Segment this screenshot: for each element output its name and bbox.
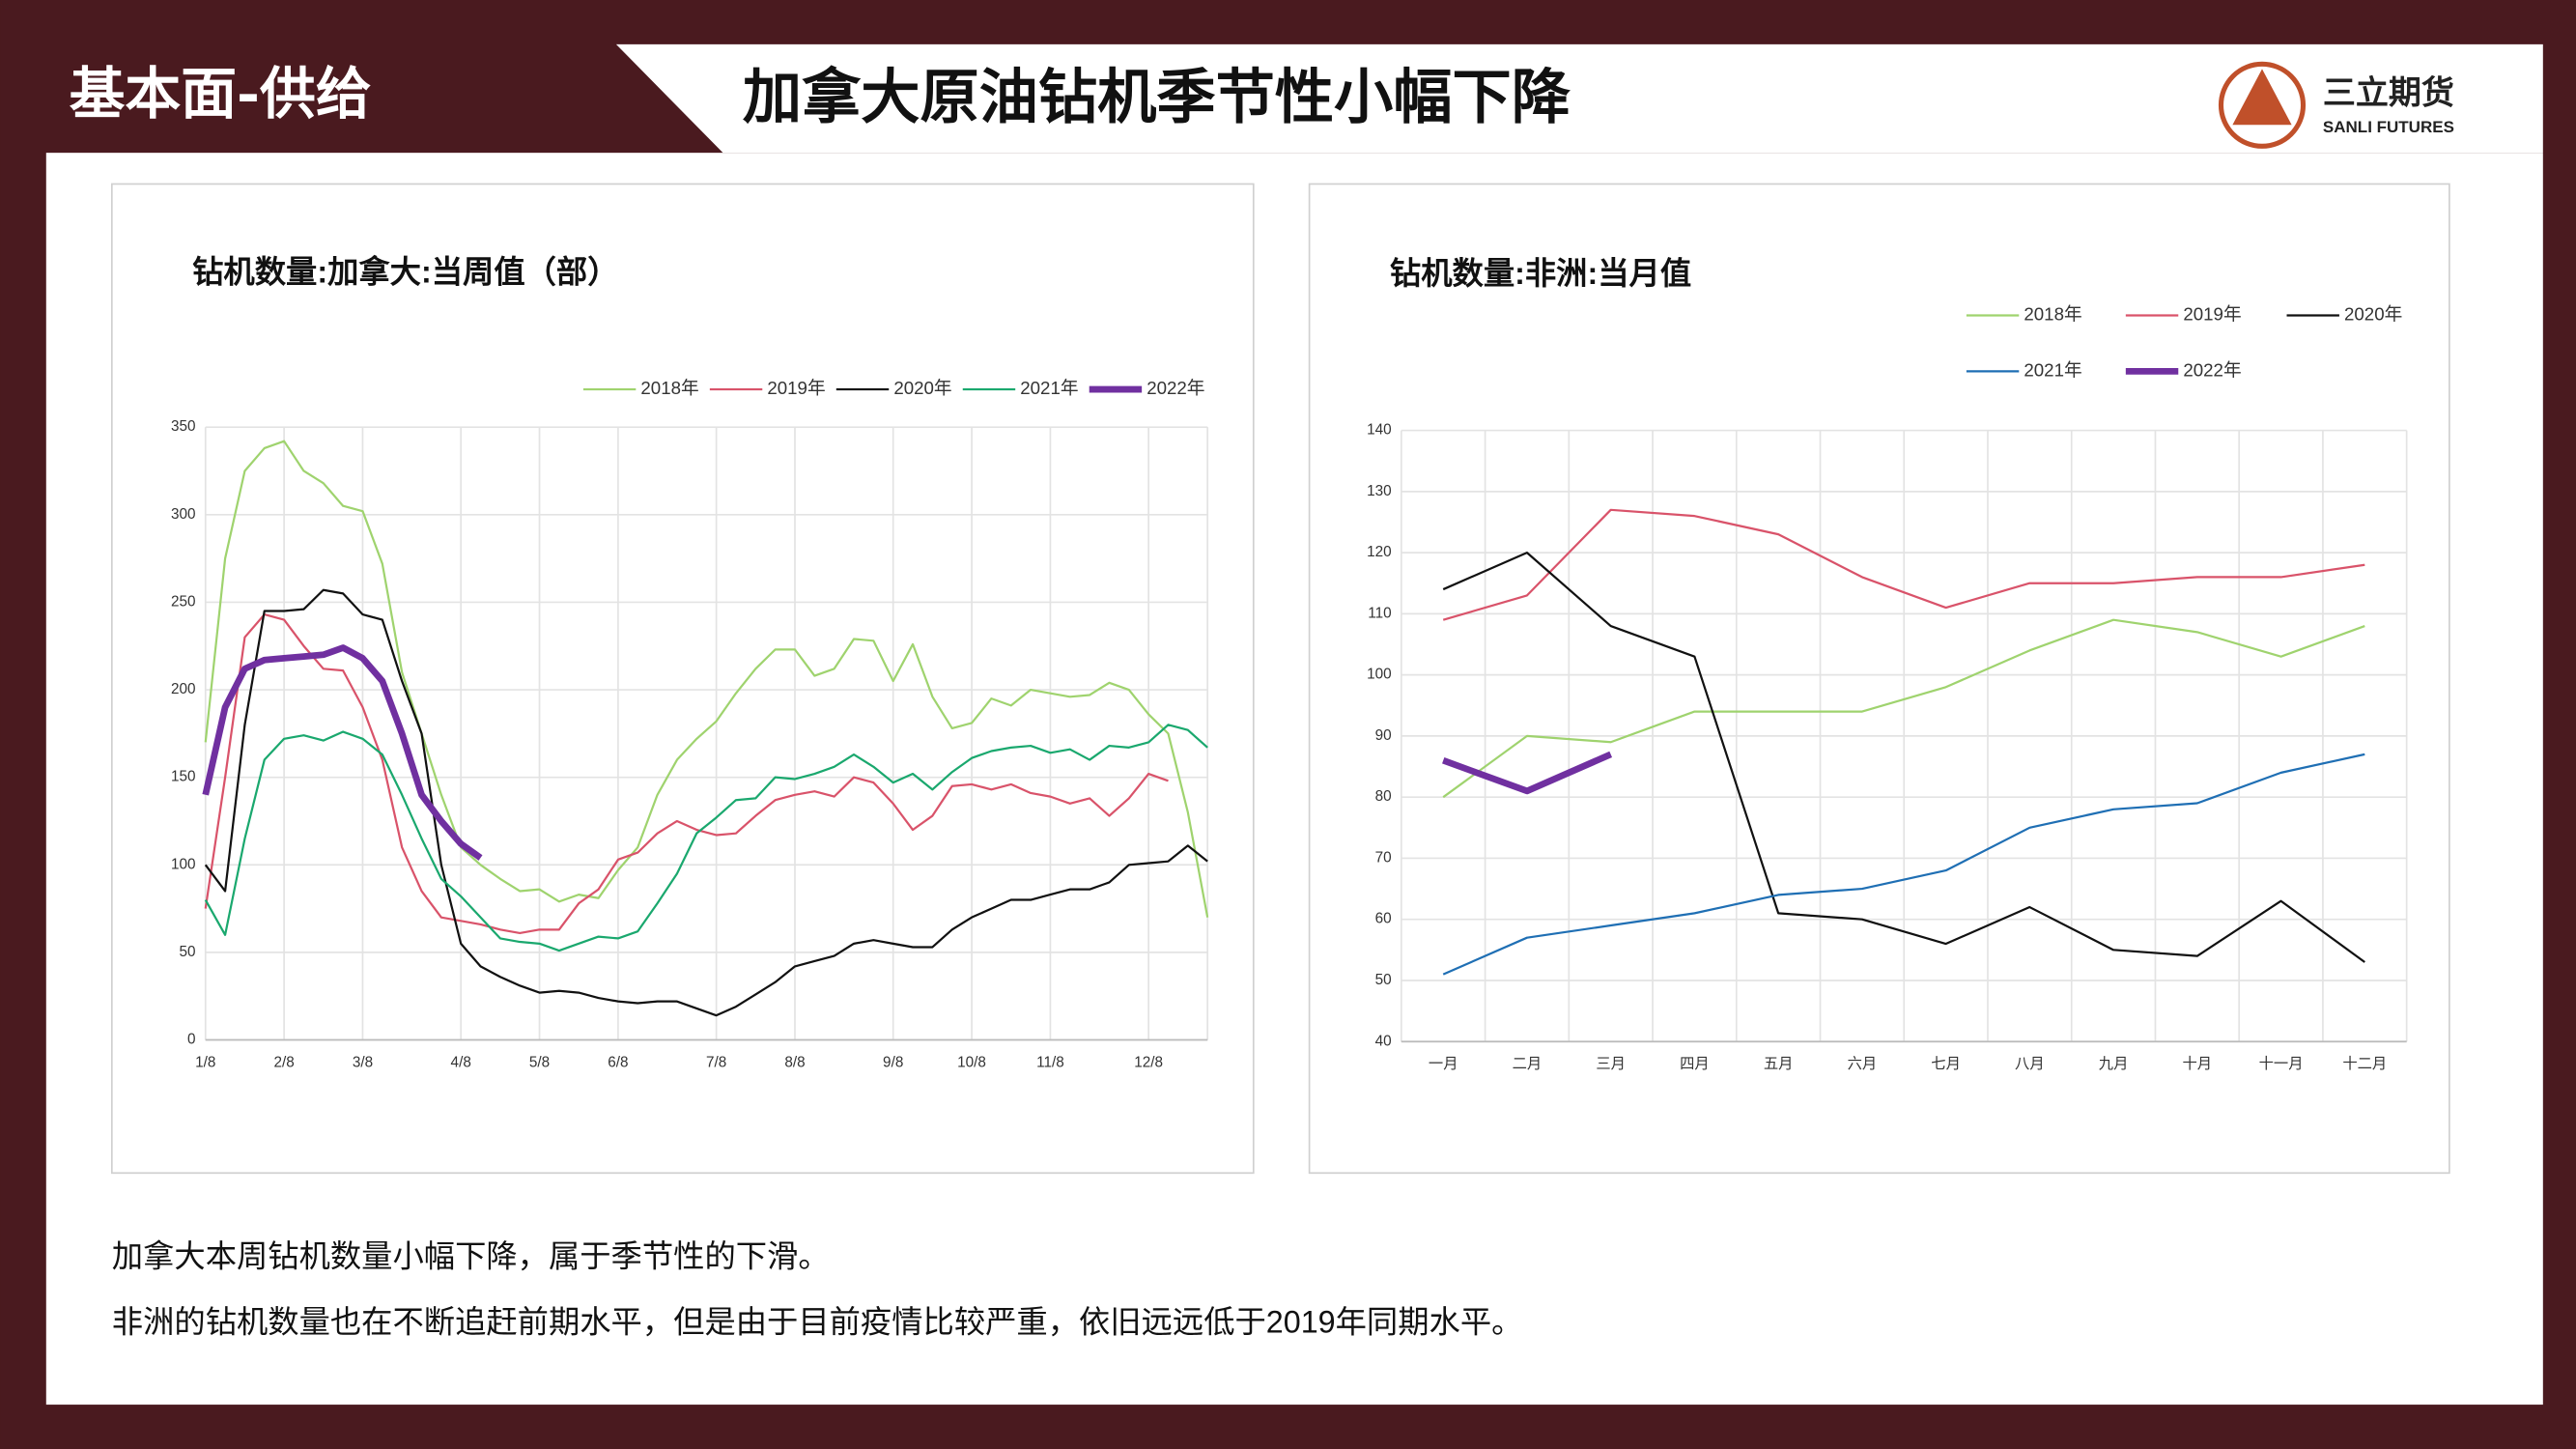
y-tick-label: 40: [1375, 1033, 1392, 1049]
x-tick-label: 4/8: [451, 1054, 471, 1070]
series-line: [204, 440, 1209, 918]
y-tick-label: 70: [1375, 849, 1392, 866]
series-line: [1442, 552, 2365, 963]
legend-label: 2019年: [767, 378, 825, 398]
y-tick-label: 0: [187, 1032, 196, 1048]
legend-label: 2021年: [2024, 359, 2081, 380]
logo-sub: SANLI FUTURES: [2323, 118, 2454, 136]
y-tick-label: 300: [171, 506, 196, 523]
x-tick-label: 7/8: [706, 1054, 726, 1070]
x-tick-label: 2/8: [273, 1054, 294, 1070]
series-line: [202, 644, 483, 861]
y-tick-label: 100: [171, 856, 196, 872]
series-line: [204, 588, 1208, 1017]
logo-ring: [2218, 61, 2307, 149]
y-tick-label: 100: [1367, 667, 1392, 683]
x-tick-label: 三月: [1596, 1056, 1626, 1072]
legend-label: 2021年: [1020, 378, 1078, 398]
y-tick-label: 130: [1367, 483, 1392, 499]
logo: 三立期货 SANLI FUTURES: [2218, 61, 2454, 149]
y-tick-label: 250: [171, 593, 196, 610]
legend-label: 2020年: [893, 378, 951, 398]
x-tick-label: 七月: [1931, 1056, 1961, 1072]
x-tick-label: 12/8: [1134, 1054, 1163, 1070]
x-tick-label: 一月: [1429, 1056, 1458, 1072]
series-line: [1442, 753, 2365, 976]
x-tick-label: 1/8: [195, 1054, 215, 1070]
x-tick-label: 9/8: [883, 1054, 903, 1070]
x-tick-label: 5/8: [529, 1054, 550, 1070]
x-tick-label: 二月: [1513, 1056, 1543, 1072]
chart-title: 钻机数量:非洲:当月值: [1390, 256, 1691, 291]
x-tick-label: 8/8: [784, 1054, 805, 1070]
y-tick-label: 110: [1368, 605, 1391, 621]
logo-name: 三立期货: [2323, 75, 2454, 112]
x-tick-label: 九月: [2099, 1056, 2129, 1072]
chart-frame: [1308, 183, 2450, 1175]
chart-title: 钻机数量:加拿大:当周值（部）: [192, 255, 618, 290]
legend-label: 2022年: [2183, 359, 2241, 380]
x-tick-label: 四月: [1680, 1056, 1710, 1072]
legend-label: 2018年: [2024, 303, 2081, 324]
legend-label: 2022年: [1146, 378, 1204, 398]
x-tick-label: 十一月: [2259, 1056, 2304, 1072]
x-tick-label: 十二月: [2342, 1056, 2387, 1072]
x-tick-label: 3/8: [353, 1054, 373, 1070]
series-line: [1442, 751, 1613, 795]
series-line: [204, 612, 1169, 935]
y-tick-label: 120: [1367, 544, 1392, 560]
x-tick-label: 11/8: [1036, 1054, 1064, 1070]
note: 加拿大本周钻机数量小幅下降，属于季节性的下滑。: [112, 1238, 830, 1273]
x-tick-label: 五月: [1764, 1056, 1794, 1072]
logo-mountain: [2232, 69, 2292, 126]
y-tick-label: 50: [180, 944, 196, 960]
x-tick-label: 6/8: [608, 1054, 628, 1070]
y-tick-label: 150: [171, 769, 196, 785]
chart-frame: [110, 183, 1255, 1175]
slide-title: 加拿大原油钻机季节性小幅下降: [743, 63, 1571, 131]
x-tick-label: 八月: [2015, 1056, 2045, 1072]
series-line: [204, 724, 1208, 952]
y-tick-label: 90: [1375, 727, 1392, 744]
y-tick-label: 200: [171, 681, 196, 697]
series-line: [1442, 618, 2365, 799]
legend-label: 2018年: [640, 378, 698, 398]
x-tick-label: 10/8: [957, 1054, 986, 1070]
legend-label: 2020年: [2344, 303, 2402, 324]
section-label: 基本面-供给: [70, 61, 372, 127]
y-tick-label: 350: [171, 418, 196, 435]
x-tick-label: 六月: [1848, 1056, 1878, 1072]
y-tick-label: 80: [1375, 788, 1392, 805]
title-band: [615, 43, 2543, 154]
y-tick-label: 60: [1375, 911, 1392, 927]
legend-label: 2019年: [2183, 303, 2241, 324]
y-tick-label: 50: [1375, 972, 1392, 988]
y-tick-label: 140: [1367, 422, 1392, 439]
x-tick-label: 十月: [2183, 1056, 2213, 1072]
series-line: [1442, 508, 2365, 621]
note: 非洲的钻机数量也在不断追赶前期水平，但是由于目前疫情比较严重，依旧远远低于201…: [112, 1304, 1523, 1339]
